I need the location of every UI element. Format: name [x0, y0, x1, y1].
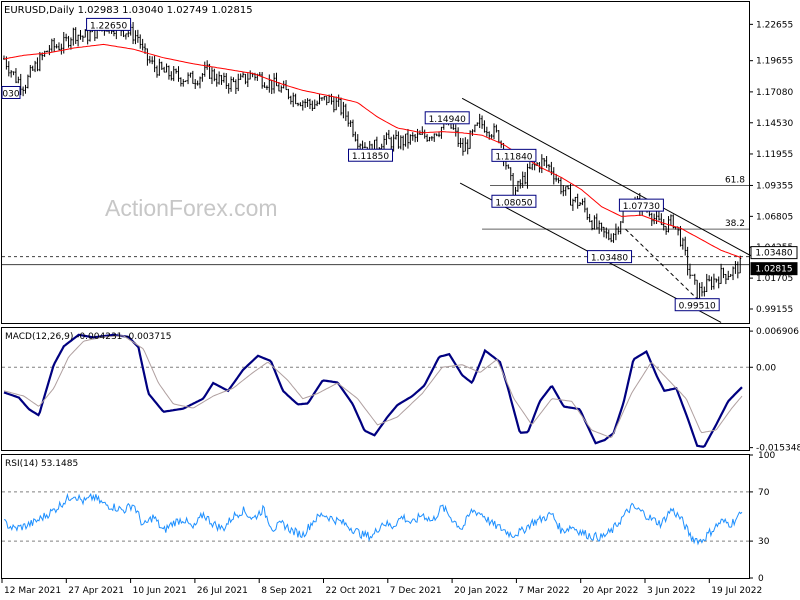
price-axis-tick-label: 1.11955 — [756, 150, 793, 160]
macd-axis-tick-label: 0.00 — [756, 363, 776, 373]
date-axis-tick-label: 19 Jul 2022 — [711, 586, 762, 596]
rsi-axis-tick-label: 0 — [758, 574, 764, 584]
price-label-text: 1.22650 — [90, 21, 127, 31]
date-axis-tick-label: 20 Apr 2022 — [583, 586, 639, 596]
macd-series-group — [2, 333, 749, 448]
price-label-text: 1.07730 — [623, 202, 660, 212]
current-price-label: 1.03480 — [755, 249, 792, 259]
price-label-text: 0.99510 — [679, 302, 716, 312]
price-label-text: 1.11850 — [352, 152, 389, 162]
price-chart-header: EURUSD,Daily 1.02983 1.03040 1.02749 1.0… — [4, 5, 253, 16]
current-price-box — [750, 246, 798, 260]
price-label-text: 1.03480 — [591, 254, 628, 264]
axis-group: 1.22655 1.19655 1.17080 1.14530 1.11955 1.093… — [1, 20, 800, 596]
date-axis-tick-label: 12 Mar 2021 — [4, 586, 61, 596]
fib-level-label: 38.2 — [725, 219, 745, 229]
date-axis-tick-label: 7 Mar 2022 — [518, 586, 569, 596]
fib-level-label: 61.8 — [725, 176, 745, 186]
date-axis-tick-label: 8 Sep 2021 — [261, 586, 312, 596]
macd-axis-tick-label: -0.015348 — [756, 444, 800, 454]
macd-macd-line — [3, 333, 743, 448]
price-axis-tick-label: 1.06805 — [756, 212, 793, 222]
price-axis-tick-label: 1.14530 — [756, 119, 793, 129]
price-axis-tick-label: 1.22655 — [756, 20, 793, 30]
price-label-text: 1.08050 — [495, 198, 532, 208]
price-label-box — [348, 148, 394, 162]
price-label-box — [491, 194, 537, 208]
rsi-axis-tick-label: 100 — [758, 451, 775, 461]
price-label-box — [86, 17, 132, 31]
price-axis-tick-label: 1.19655 — [756, 57, 793, 67]
price-axis-tick-label: 1.17080 — [756, 88, 793, 98]
price-axis-tick-label: 1.01705 — [756, 274, 793, 284]
price-axis-tick-label: 1.09355 — [756, 181, 793, 191]
price-label-box — [618, 198, 664, 212]
current-price-label: 1.02815 — [755, 265, 792, 275]
price-label-text: 1.14940 — [429, 115, 466, 125]
price-label-box — [674, 298, 720, 312]
price-label-text: 1.11840 — [495, 152, 532, 162]
moving-average-line — [3, 43, 742, 259]
date-axis-tick-label: 27 Apr 2021 — [68, 586, 124, 596]
date-axis-tick-label: 7 Dec 2021 — [390, 586, 442, 596]
macd-signal-line — [3, 335, 743, 439]
date-axis-tick-label: 20 Jan 2022 — [454, 586, 508, 596]
price-label-box — [587, 250, 633, 264]
rsi-title: RSI(14) 53.1485 — [5, 459, 78, 469]
price-label-box — [1, 85, 21, 99]
watermark: ActionForex.com — [105, 195, 278, 221]
rsi-line — [3, 492, 743, 546]
rsi-axis-tick-label: 30 — [758, 537, 770, 547]
rsi-series-group — [2, 491, 749, 546]
date-axis-tick-label: 22 Oct 2021 — [326, 586, 382, 596]
date-axis-tick-label: 3 Jun 2022 — [647, 586, 695, 596]
price-series-group: 61.8 38.2 1.22650 030 1.11850 1.14940 1.11840 1… — [1, 17, 752, 323]
price-label-box — [491, 148, 537, 162]
current-price-box — [750, 262, 798, 276]
price-panel-frame — [1, 1, 750, 324]
price-label-text: 030 — [2, 89, 19, 99]
price-axis-tick-label: 0.99155 — [756, 305, 793, 315]
macd-title: MACD(12,26,9) -0.004231 -0.003715 — [5, 332, 171, 342]
channel-upper-line — [461, 97, 752, 257]
date-axis-tick-label: 10 Jun 2021 — [133, 586, 187, 596]
date-axis-tick-label: 26 Jul 2021 — [197, 586, 248, 596]
rsi-axis-tick-label: 70 — [758, 488, 770, 498]
macd-panel-frame — [1, 327, 750, 451]
price-label-box — [424, 111, 470, 125]
rsi-panel-frame — [1, 454, 750, 579]
macd-axis-tick-label: 0.006906 — [756, 327, 799, 337]
